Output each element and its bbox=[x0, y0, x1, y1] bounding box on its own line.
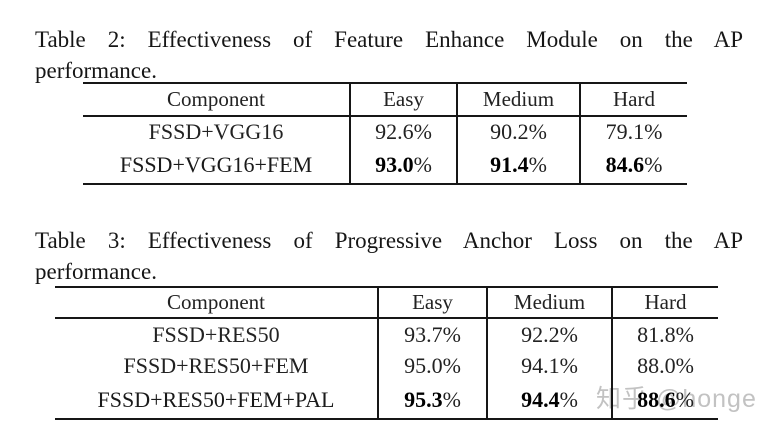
table2-caption-line2: performance. bbox=[35, 58, 157, 83]
table2: Component Easy Medium Hard FSSD+VGG16 92… bbox=[83, 82, 687, 185]
table2-caption: Table 2: Effectiveness of Feature Enhanc… bbox=[35, 24, 743, 86]
table3-row2-medium: 94.4% bbox=[486, 382, 612, 419]
percent-sign: % bbox=[644, 119, 663, 144]
table3-caption-line1: Table 3: Effectiveness of Progressive An… bbox=[35, 228, 743, 253]
percent-sign: % bbox=[559, 353, 578, 378]
table3-caption: Table 3: Effectiveness of Progressive An… bbox=[35, 225, 743, 287]
percent-sign: % bbox=[644, 152, 663, 177]
table3-header-hard: Hard bbox=[611, 287, 718, 319]
table3-row1-easy: 95.0% bbox=[377, 350, 487, 382]
table2-row0-easy: 92.6% bbox=[349, 116, 457, 147]
table3-row0-easy: 93.7% bbox=[377, 318, 487, 350]
percent-sign: % bbox=[528, 119, 547, 144]
percent-sign: % bbox=[442, 321, 461, 347]
table2-header-hard: Hard bbox=[579, 83, 687, 117]
percent-sign: % bbox=[559, 387, 578, 412]
table3-row2-component: FSSD+RES50+FEM+PAL bbox=[97, 387, 335, 412]
table2-header-easy: Easy bbox=[349, 83, 457, 117]
percent-sign: % bbox=[675, 387, 694, 412]
percent-sign: % bbox=[675, 321, 694, 347]
percent-sign: % bbox=[442, 387, 461, 412]
percent-sign: % bbox=[528, 152, 547, 177]
table-row: FSSD+RES50+FEM 95.0% 94.1% 88.0% bbox=[55, 350, 718, 382]
percent-sign: % bbox=[442, 353, 461, 378]
table2-row1-medium: 91.4% bbox=[456, 147, 580, 184]
percent-sign: % bbox=[413, 152, 432, 177]
table3-row0-component: FSSD+RES50 bbox=[152, 321, 280, 347]
table-row: FSSD+RES50 93.7% 92.2% 81.8% bbox=[55, 318, 718, 350]
table3-row2-easy: 95.3% bbox=[377, 382, 487, 419]
table3: Component Easy Medium Hard FSSD+RES50 93… bbox=[55, 286, 718, 420]
table3-row1-component: FSSD+RES50+FEM bbox=[123, 353, 309, 378]
table2-row0-component: FSSD+VGG16 bbox=[148, 119, 284, 144]
table3-header-component: Component bbox=[55, 287, 378, 319]
table2-header-row: Component Easy Medium Hard bbox=[83, 83, 687, 117]
table3-header-easy: Easy bbox=[377, 287, 487, 319]
table2-caption-line1: Table 2: Effectiveness of Feature Enhanc… bbox=[35, 27, 743, 52]
table3-header-row: Component Easy Medium Hard bbox=[55, 287, 718, 319]
percent-sign: % bbox=[675, 353, 694, 378]
table3-row1-hard: 88.0% bbox=[611, 350, 718, 382]
table2-row1-easy: 93.0% bbox=[349, 147, 457, 184]
table3-header-medium: Medium bbox=[486, 287, 612, 319]
table2-header-medium: Medium bbox=[456, 83, 580, 117]
table-row: FSSD+VGG16+FEM 93.0% 91.4% 84.6% bbox=[83, 147, 687, 184]
table3-caption-line2: performance. bbox=[35, 259, 157, 284]
table2-row1-hard: 84.6% bbox=[579, 147, 687, 184]
table2-row0-hard: 79.1% bbox=[579, 116, 687, 147]
table2-row0-medium: 90.2% bbox=[456, 116, 580, 147]
table3-row0-hard: 81.8% bbox=[611, 318, 718, 350]
table2-header-component: Component bbox=[83, 83, 350, 117]
table2-row1-component: FSSD+VGG16+FEM bbox=[119, 152, 313, 177]
table-row: FSSD+RES50+FEM+PAL 95.3% 94.4% 88.6% bbox=[55, 382, 718, 419]
table3-row2-hard: 88.6% bbox=[611, 382, 718, 419]
table3-row0-medium: 92.2% bbox=[486, 318, 612, 350]
percent-sign: % bbox=[559, 321, 578, 347]
table3-row1-medium: 94.1% bbox=[486, 350, 612, 382]
percent-sign: % bbox=[413, 119, 432, 144]
table-row: FSSD+VGG16 92.6% 90.2% 79.1% bbox=[83, 116, 687, 147]
